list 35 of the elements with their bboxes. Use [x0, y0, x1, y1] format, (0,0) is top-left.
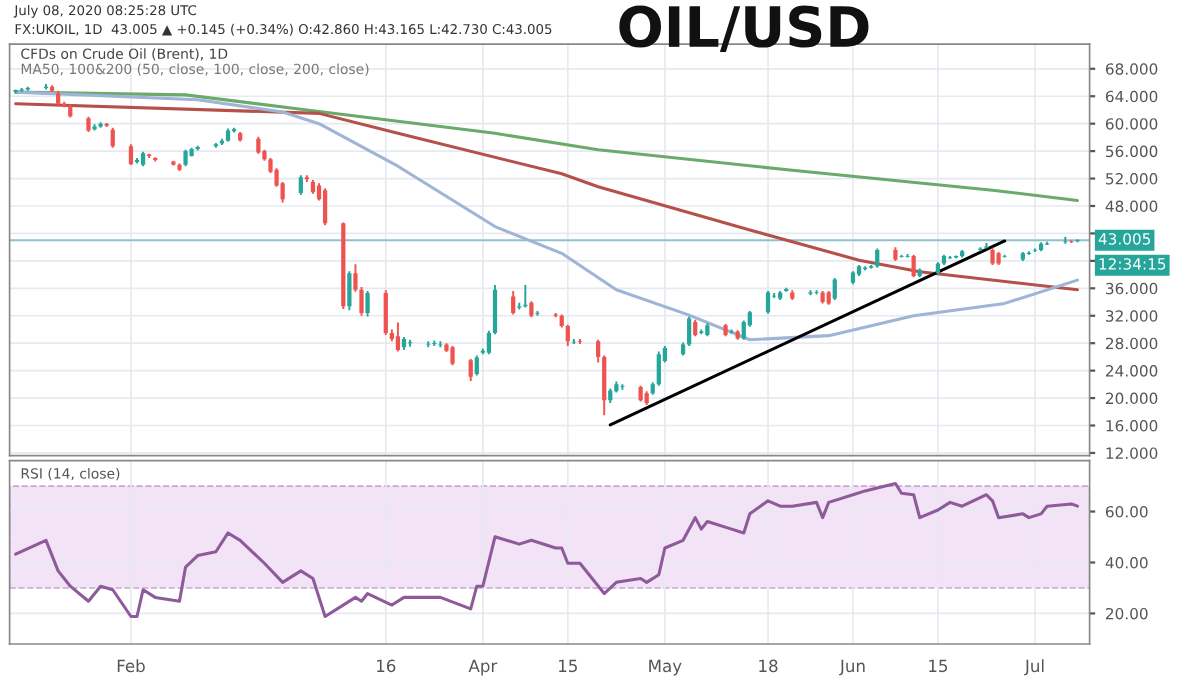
candlestick	[322, 187, 328, 227]
candlestick	[832, 277, 837, 301]
candlestick	[383, 289, 388, 336]
candlestick	[729, 328, 734, 335]
x-tick-label: 15	[929, 659, 948, 673]
candlestick	[450, 344, 455, 367]
candlestick	[511, 290, 516, 316]
candlestick	[620, 383, 625, 391]
x-tick-label: 18	[759, 659, 778, 673]
line-series	[14, 102, 1079, 292]
candlestick	[407, 338, 413, 348]
x-tick-label: Jul	[1024, 659, 1044, 676]
candlestick	[741, 319, 746, 341]
x-tick-label: Feb	[117, 659, 145, 673]
x-tick-label: Apr	[468, 659, 498, 676]
candlestick	[365, 290, 370, 318]
candlestick	[474, 354, 479, 377]
chart-title: OIL/USD	[619, 5, 869, 52]
candlestick	[298, 174, 303, 196]
x-tick-label: Jun	[839, 659, 865, 676]
candlestick	[110, 126, 115, 149]
x-tick-label: May	[649, 659, 682, 676]
candlestick	[911, 253, 916, 279]
candlestick	[347, 270, 352, 312]
x-tick-label: 15	[559, 659, 577, 673]
line-series	[14, 90, 1079, 342]
candlestick	[656, 350, 661, 387]
candlestick	[432, 339, 437, 347]
candlestick	[765, 290, 771, 315]
x-tick-label: 16	[377, 659, 396, 673]
candlestick	[875, 247, 880, 269]
candlestick	[468, 358, 473, 382]
line-series	[14, 482, 1079, 619]
candlestick	[128, 143, 134, 166]
candlestick	[395, 321, 401, 353]
